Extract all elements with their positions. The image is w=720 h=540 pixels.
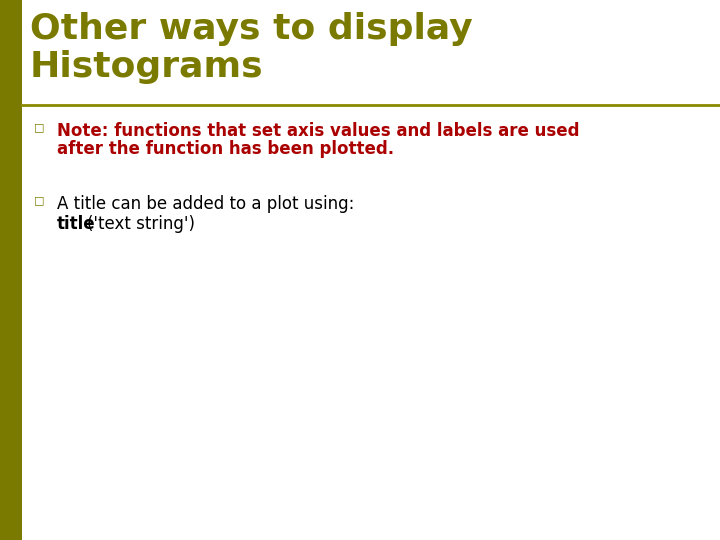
Text: □: □ — [34, 122, 45, 132]
Text: ('text string'): ('text string') — [87, 215, 195, 233]
Text: Other ways to display: Other ways to display — [30, 12, 472, 46]
Text: □: □ — [34, 195, 45, 205]
Text: title: title — [57, 215, 96, 233]
Text: Histograms: Histograms — [30, 50, 264, 84]
Text: after the function has been plotted.: after the function has been plotted. — [57, 140, 394, 158]
Text: A title can be added to a plot using:: A title can be added to a plot using: — [57, 195, 354, 213]
Bar — [0, 0, 22, 540]
Text: Note: functions that set axis values and labels are used: Note: functions that set axis values and… — [57, 122, 580, 140]
